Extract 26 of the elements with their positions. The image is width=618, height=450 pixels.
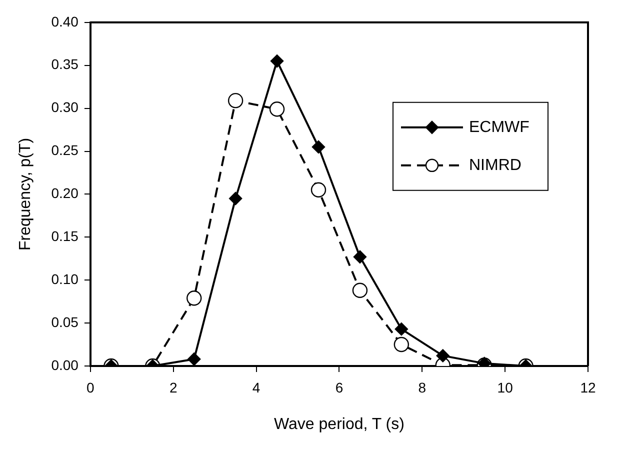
y-tick-label: 0.05 [51,314,79,330]
y-tick-label: 0.30 [51,99,79,116]
y-tick-label: 0.20 [51,185,79,202]
x-tick-label: 4 [252,379,260,396]
x-tick-label: 12 [580,379,596,396]
x-tick-label: 2 [169,379,178,396]
x-axis-title: Wave period, T (s) [274,416,404,433]
y-axis-title: Frequency, p(T) [17,138,34,251]
point [228,92,244,108]
y-tick-label: 0.40 [51,13,79,30]
point [269,102,285,117]
legend-label: NIMRD [469,156,522,174]
x-tick-label: 0 [86,379,95,396]
y-tick-label: 0.15 [51,228,79,244]
y-tick-label: 0.25 [51,142,79,158]
y-tick-label: 0.35 [51,56,79,72]
point [310,182,326,198]
point [228,192,242,206]
y-tick-label: 0.00 [51,356,79,373]
point [270,54,284,68]
y-tick-label: 0.10 [51,270,79,287]
x-tick-label: 10 [497,379,514,396]
legend-label: ECMWF [469,118,530,136]
point [312,140,326,154]
x-tick-label: 8 [418,379,426,396]
x-tick-label: 6 [335,379,344,396]
